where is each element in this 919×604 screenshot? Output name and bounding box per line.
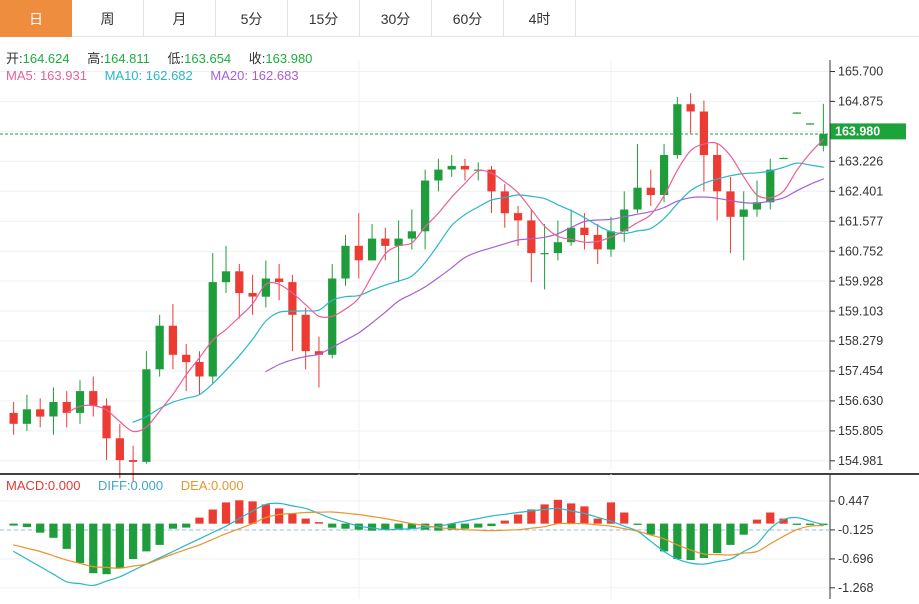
svg-text:165.700: 165.700 bbox=[838, 65, 883, 79]
svg-text:159.103: 159.103 bbox=[838, 304, 883, 318]
svg-text:162.401: 162.401 bbox=[838, 185, 883, 199]
svg-text:0.447: 0.447 bbox=[838, 494, 869, 508]
svg-text:-0.125: -0.125 bbox=[838, 523, 873, 537]
svg-text:159.928: 159.928 bbox=[838, 274, 883, 288]
svg-text:156.630: 156.630 bbox=[838, 394, 883, 408]
svg-text:163.226: 163.226 bbox=[838, 155, 883, 169]
svg-text:-0.696: -0.696 bbox=[838, 552, 873, 566]
svg-text:163.980: 163.980 bbox=[835, 125, 880, 139]
svg-text:-1.268: -1.268 bbox=[838, 581, 873, 595]
svg-text:160.752: 160.752 bbox=[838, 244, 883, 258]
svg-text:157.454: 157.454 bbox=[838, 364, 883, 378]
svg-text:158.279: 158.279 bbox=[838, 334, 883, 348]
svg-text:164.875: 164.875 bbox=[838, 95, 883, 109]
svg-text:161.577: 161.577 bbox=[838, 214, 883, 228]
svg-text:154.981: 154.981 bbox=[838, 454, 883, 468]
svg-text:155.805: 155.805 bbox=[838, 424, 883, 438]
